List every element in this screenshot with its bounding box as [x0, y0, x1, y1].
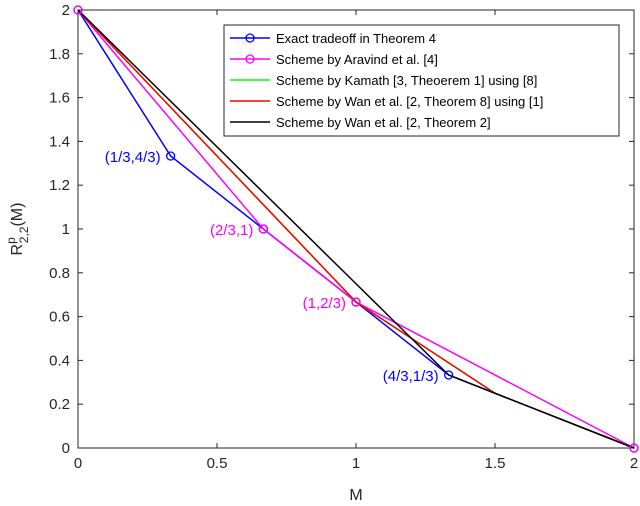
series-line [77, 9, 635, 449]
legend-entry: Scheme by Kamath [3, Theoerem 1] using [… [276, 73, 537, 88]
point-annotation: (1,2/3) [303, 295, 346, 312]
y-tick-label: 0.4 [49, 352, 70, 369]
series-line [77, 9, 635, 449]
series-marker [73, 5, 83, 15]
y-label-base: R [9, 244, 26, 256]
y-tick-label: 0.2 [49, 396, 70, 413]
series-marker [166, 151, 176, 161]
legend-marker [245, 54, 255, 64]
legend-box [223, 24, 620, 137]
y-tick-label: 2 [62, 2, 70, 19]
x-tick-label: 1 [352, 455, 360, 472]
legend-entry: Scheme by Wan et al. [2, Theorem 8] usin… [276, 94, 543, 109]
x-tick-label: 0 [74, 455, 82, 472]
point-annotation: (4/3,1/3) [383, 368, 439, 385]
x-tick-label: 2 [630, 455, 638, 472]
y-axis-label: Rp2,2(M) [4, 203, 31, 256]
y-tick-label: 1 [62, 221, 70, 238]
x-tick-label: 0.5 [207, 455, 228, 472]
y-label-sub: 2,2 [17, 226, 31, 243]
series-marker [351, 297, 361, 307]
legend-entry: Scheme by Wan et al. [2, Theorem 2] [276, 115, 491, 130]
point-annotation: (1/3,4/3) [105, 149, 161, 166]
legend-marker [245, 33, 255, 43]
legend-entry: Scheme by Aravind et al. [4] [276, 52, 438, 67]
y-label-suffix: (M) [9, 203, 26, 227]
series-marker [444, 370, 454, 380]
series-marker [629, 443, 639, 453]
y-label-sup: p [4, 237, 18, 244]
annotations: (1/3,4/3) (2/3,1) (1,2/3) (4/3,1/3) [105, 149, 439, 385]
point-annotation: (2/3,1) [210, 222, 253, 239]
x-tick-label: 1.5 [485, 455, 506, 472]
y-tick-label: 0.6 [49, 309, 70, 326]
y-tick-label: 1.2 [49, 177, 70, 194]
y-tick-label: 1.4 [49, 133, 70, 150]
y-tick-label: 0.8 [49, 265, 70, 282]
y-tick-label: 1.6 [49, 90, 70, 107]
y-tick-label: 0 [62, 440, 70, 457]
plot-area [73, 5, 639, 453]
series-marker [258, 224, 268, 234]
legend: Exact tradeoff in Theorem 4 Scheme by Ara… [223, 24, 620, 137]
legend-entry: Exact tradeoff in Theorem 4 [276, 31, 436, 46]
x-axis-label: M [349, 487, 362, 504]
y-tick-label: 1.8 [49, 46, 70, 63]
